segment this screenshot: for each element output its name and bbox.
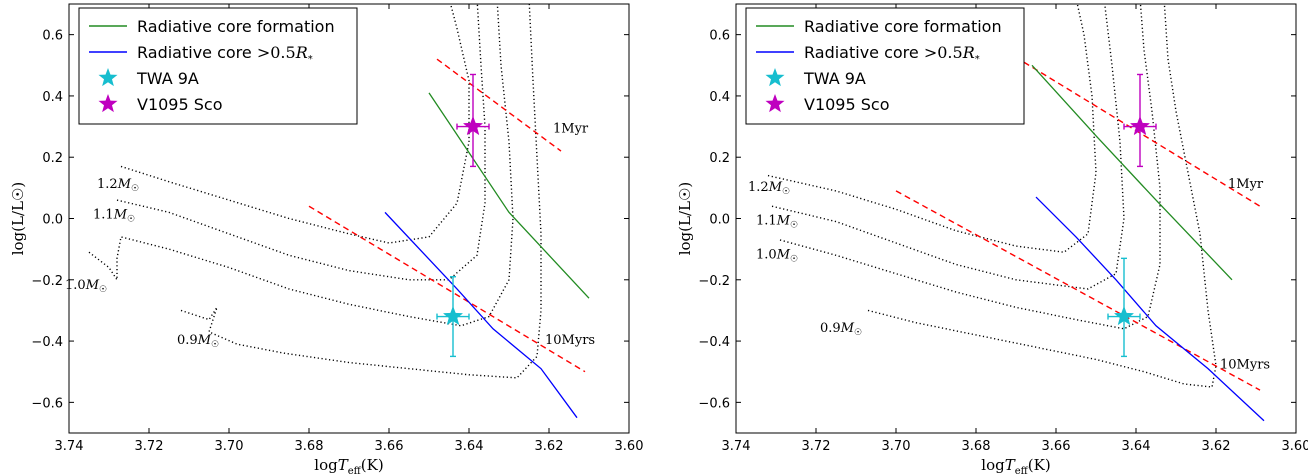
y-tick-label: −0.2 [698, 274, 730, 289]
y-tick-label: 0.6 [42, 29, 63, 44]
y-tick-label: 0.4 [42, 90, 63, 105]
legend-entry: Radiative core >0.5R* [804, 43, 980, 65]
y-tick-label: −0.4 [31, 335, 63, 350]
radiative-core-half-radius-line [1035, 196, 1265, 422]
legend-entry: Radiative core >0.5R* [137, 43, 313, 65]
evolutionary-track [88, 4, 514, 327]
legend-star-swatch [765, 68, 785, 87]
annotation-label: 1Myr [1228, 177, 1264, 192]
isochrone-line [436, 58, 562, 152]
chart-left: 1.2M☉ 1.1M☉ 1.0M☉ 0.9M☉ 1Myr 10Myrs 3.74 3.72 3.… [9, 3, 644, 476]
radiative-core-half-radius-line [384, 211, 578, 419]
x-tick-label: 3.68 [295, 439, 324, 454]
annotation-label: 0.9M☉ [177, 333, 219, 350]
y-tick-label: 0.0 [709, 213, 730, 228]
evolutionary-track [180, 4, 542, 379]
annotation-label: 10Myrs [1220, 358, 1270, 373]
legend-entry: V1095 Sco [137, 95, 223, 114]
v1095-sco-star [1129, 115, 1151, 136]
x-tick-label: 3.64 [455, 439, 484, 454]
legend-entry: Radiative core formation [804, 17, 1002, 36]
y-tick-label: −0.2 [31, 274, 63, 289]
annotation-label: 1.2M☉ [97, 177, 139, 194]
x-tick-label: 3.68 [962, 439, 991, 454]
x-tick-label: 3.70 [882, 439, 911, 454]
radiative-core-formation-line [1031, 64, 1233, 281]
legend-box [78, 7, 358, 125]
chart-right: 1.2M☉ 1.1M☉ 1.0M☉ 0.9M☉ 1Myr 10Myrs 3.74 3.72 3.… [676, 3, 1308, 476]
radiative-core-formation-line [428, 92, 590, 299]
x-tick-label: 3.72 [135, 439, 164, 454]
y-tick-label: −0.6 [698, 396, 730, 411]
legend-star-swatch [765, 94, 785, 113]
x-tick-label: 3.60 [615, 439, 644, 454]
annotation-label: 1Myr [553, 122, 589, 137]
annotation-label: 1.2M☉ [748, 180, 790, 197]
annotation-label: 1.0M☉ [65, 278, 107, 295]
x-tick-label: 3.70 [215, 439, 244, 454]
legend-entry: V1095 Sco [804, 95, 890, 114]
x-tick-label: 3.64 [1122, 439, 1151, 454]
isochrone-line [308, 205, 586, 373]
x-tick-label: 3.74 [55, 439, 84, 454]
y-axis-label: log(L/L☉) [676, 182, 694, 256]
evolutionary-track [779, 4, 1161, 330]
annotation-label: 1.1M☉ [756, 214, 798, 231]
x-tick-label: 3.60 [1282, 439, 1308, 454]
y-tick-label: 0.2 [42, 151, 63, 166]
annotation-label: 0.9M☉ [820, 321, 862, 338]
y-tick-label: 0.4 [709, 90, 730, 105]
legend-entry: Radiative core formation [137, 17, 335, 36]
y-tick-label: −0.4 [698, 335, 730, 350]
x-tick-label: 3.62 [1202, 439, 1231, 454]
y-tick-label: 0.2 [709, 151, 730, 166]
y-tick-label: 0.6 [709, 29, 730, 44]
x-axis-label: logTeff(K) [314, 456, 383, 476]
legend-star-swatch [98, 68, 118, 87]
isochrone-line [1023, 61, 1261, 207]
y-tick-label: 0.0 [42, 213, 63, 228]
x-axis-label: logTeff(K) [981, 456, 1050, 476]
twa-9a-star [1113, 305, 1135, 326]
x-tick-label: 3.66 [1042, 439, 1071, 454]
annotation-label: 1.1M☉ [93, 208, 135, 225]
legend-entry: TWA 9A [803, 69, 866, 88]
x-tick-label: 3.72 [802, 439, 831, 454]
x-tick-label: 3.66 [375, 439, 404, 454]
plot-area [88, 4, 590, 419]
x-tick-label: 3.74 [722, 439, 751, 454]
evolutionary-track [771, 4, 1125, 290]
y-axis-label: log(L/L☉) [9, 182, 27, 256]
legend-box [745, 7, 1025, 125]
y-tick-label: −0.6 [31, 396, 63, 411]
legend-star-swatch [98, 94, 118, 113]
isochrone-line [895, 190, 1261, 391]
legend-entry: TWA 9A [136, 69, 199, 88]
annotation-label: 10Myrs [545, 333, 595, 348]
annotation-label: 1.0M☉ [756, 247, 798, 264]
evolutionary-track [116, 4, 486, 281]
plot-area [767, 4, 1265, 422]
x-tick-label: 3.62 [535, 439, 564, 454]
v1095-sco-star [462, 115, 484, 136]
twa-9a-star [442, 305, 464, 326]
evolutionary-track [120, 4, 470, 244]
